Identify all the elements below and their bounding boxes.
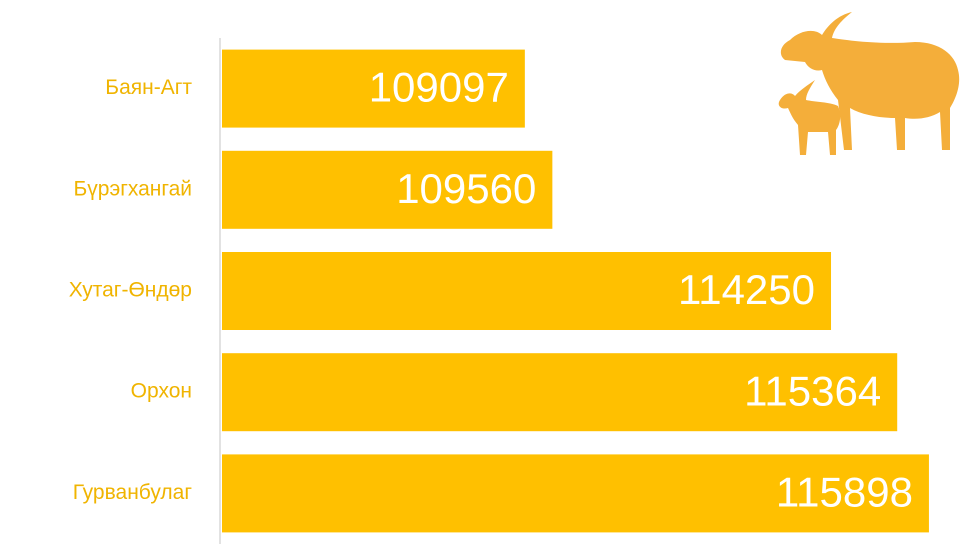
bar [222,252,832,330]
value-label: 109097 [369,64,509,111]
bar [222,454,929,533]
bar [222,353,898,432]
goat-icon [778,12,960,155]
value-label: 114250 [678,266,815,313]
bar [222,49,525,128]
category-label: Баян-Агт [105,76,192,99]
category-label: Орхон [131,380,192,403]
category-label: Бүрэгхангай [74,177,192,200]
value-label: 115898 [776,468,913,515]
bar [222,150,553,229]
category-label: Гурванбулаг [73,481,193,504]
value-label: 109560 [396,165,536,212]
value-label: 115364 [744,367,881,414]
category-label: Хутаг-Өндөр [69,279,192,302]
